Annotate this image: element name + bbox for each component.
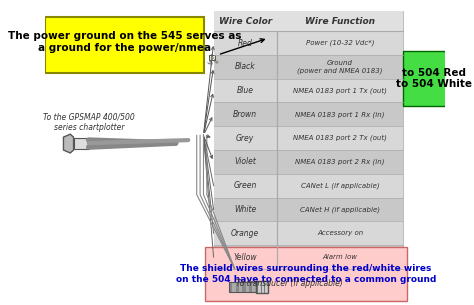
- Text: Green: Green: [234, 181, 257, 190]
- Bar: [249, 282, 252, 292]
- Text: NMEA 0183 port 2 Tx (out): NMEA 0183 port 2 Tx (out): [293, 135, 387, 142]
- FancyBboxPatch shape: [205, 247, 407, 301]
- Bar: [214, 245, 403, 269]
- Text: The power ground on the 545 serves as
a ground for the power/nmea: The power ground on the 545 serves as a …: [8, 31, 241, 53]
- Text: NMEA 0183 port 2 Rx (in): NMEA 0183 port 2 Rx (in): [295, 159, 385, 165]
- Text: Blue: Blue: [237, 86, 254, 95]
- Text: to 504 Red
to 504 White: to 504 Red to 504 White: [396, 68, 472, 89]
- Text: CANet H (if applicable): CANet H (if applicable): [300, 206, 380, 213]
- Text: Alarm low: Alarm low: [323, 254, 357, 260]
- Text: Grey: Grey: [236, 134, 255, 143]
- Text: Wire Color: Wire Color: [219, 17, 272, 26]
- Bar: [209, 55, 215, 60]
- Text: Ground
(power and NMEA 0183): Ground (power and NMEA 0183): [297, 60, 383, 74]
- Bar: [214, 150, 403, 174]
- Text: Yellow: Yellow: [233, 253, 257, 262]
- Bar: [214, 31, 403, 55]
- Text: CANet L (if applicable): CANet L (if applicable): [301, 182, 379, 189]
- Bar: [252, 282, 256, 292]
- Bar: [246, 282, 249, 292]
- FancyArrowPatch shape: [220, 39, 264, 54]
- Text: NMEA 0183 port 1 Tx (out): NMEA 0183 port 1 Tx (out): [293, 87, 387, 94]
- Text: Red: Red: [238, 38, 253, 48]
- Text: To transducer (if applicable): To transducer (if applicable): [236, 279, 343, 288]
- Bar: [214, 55, 403, 79]
- Bar: [214, 11, 403, 269]
- Text: Fuse
3A: Fuse 3A: [203, 54, 219, 70]
- Bar: [214, 126, 403, 150]
- Bar: [214, 79, 403, 102]
- Bar: [229, 282, 232, 292]
- Text: Power (10-32 Vdc*): Power (10-32 Vdc*): [306, 40, 374, 46]
- Text: Wire Function: Wire Function: [305, 17, 375, 26]
- Text: Black: Black: [235, 62, 255, 71]
- Text: Violet: Violet: [234, 157, 256, 167]
- Bar: [214, 198, 403, 221]
- Bar: [232, 282, 236, 292]
- FancyBboxPatch shape: [45, 17, 204, 73]
- Bar: [214, 102, 403, 126]
- Text: Brown: Brown: [233, 110, 257, 119]
- Bar: [214, 221, 403, 245]
- Bar: [256, 281, 267, 293]
- Bar: [242, 282, 246, 292]
- Bar: [214, 11, 403, 31]
- Text: White: White: [234, 205, 256, 214]
- Text: NMEA 0183 port 1 Rx (in): NMEA 0183 port 1 Rx (in): [295, 111, 385, 118]
- FancyBboxPatch shape: [403, 51, 464, 106]
- Polygon shape: [64, 134, 73, 153]
- Bar: [214, 174, 403, 198]
- Text: The shield wires surrounding the red/white wires
on the 504 have to connected to: The shield wires surrounding the red/whi…: [176, 264, 436, 284]
- Bar: [236, 282, 239, 292]
- Bar: [229, 282, 256, 292]
- Bar: [239, 282, 242, 292]
- Text: Orange: Orange: [231, 229, 259, 238]
- Text: Accessory on: Accessory on: [317, 230, 363, 236]
- Bar: [73, 138, 89, 149]
- Text: To the GPSMAP 400/500
series chartplotter: To the GPSMAP 400/500 series chartplotte…: [43, 113, 135, 132]
